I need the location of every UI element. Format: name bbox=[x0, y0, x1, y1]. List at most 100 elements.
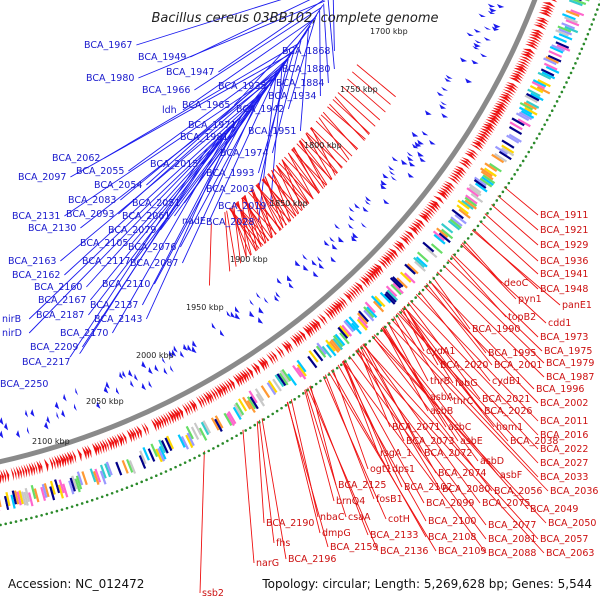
gc-skew-dot bbox=[65, 506, 69, 510]
gene-reverse bbox=[421, 210, 433, 220]
gene-forward bbox=[365, 196, 372, 202]
gc-skew-dot bbox=[145, 478, 148, 482]
gc-skew-dot bbox=[569, 71, 573, 75]
gene-label: deoC bbox=[504, 278, 529, 289]
gc-skew-dot bbox=[135, 482, 139, 486]
gene-reverse bbox=[177, 406, 184, 419]
gene-reverse bbox=[51, 456, 56, 470]
feature-stripe bbox=[281, 368, 292, 382]
gene-reverse bbox=[470, 143, 482, 152]
gc-skew-dot bbox=[538, 132, 541, 136]
gene-reverse bbox=[531, 29, 545, 35]
gene-label: thrC bbox=[453, 396, 474, 407]
feature-stripe bbox=[237, 398, 248, 412]
scale-tick-label: 2000 kbp bbox=[136, 351, 174, 360]
gene-forward bbox=[141, 382, 147, 391]
gene-reverse bbox=[283, 341, 292, 353]
leader-line bbox=[287, 17, 316, 110]
gene-label: BCA_1880 bbox=[282, 64, 330, 75]
gene-reverse bbox=[186, 401, 194, 414]
gene-reverse bbox=[503, 86, 517, 94]
gene-label: BCA_1981 bbox=[180, 132, 228, 143]
feature-stripe bbox=[415, 256, 428, 268]
gene-forward bbox=[141, 360, 147, 369]
gc-skew-dot bbox=[590, 23, 594, 26]
gene-reverse bbox=[270, 350, 279, 362]
gene-reverse bbox=[202, 392, 210, 405]
feature-stripe bbox=[526, 92, 540, 102]
gene-reverse bbox=[426, 203, 438, 213]
gc-skew-dot bbox=[443, 265, 446, 268]
feature-stripe bbox=[553, 35, 567, 44]
feature-stripe bbox=[461, 199, 474, 210]
gene-forward bbox=[103, 386, 109, 394]
gc-skew-dot bbox=[90, 498, 94, 502]
gene-reverse bbox=[71, 450, 77, 464]
gene-reverse bbox=[348, 287, 359, 298]
gc-skew-dot bbox=[524, 155, 528, 158]
leader-line bbox=[194, 6, 322, 91]
leader-line bbox=[70, 52, 293, 178]
gc-skew-dot bbox=[30, 516, 33, 520]
gene-label: BCA_2099 bbox=[426, 498, 474, 509]
leader-line bbox=[64, 71, 279, 217]
gene-forward bbox=[235, 306, 240, 313]
feature-stripe bbox=[71, 475, 78, 490]
gene-forward bbox=[75, 387, 79, 396]
feature-stripe bbox=[186, 432, 195, 447]
gene-forward bbox=[364, 199, 371, 206]
gc-skew-dot bbox=[159, 472, 163, 475]
gene-reverse bbox=[232, 375, 241, 388]
gene-forward bbox=[230, 311, 236, 319]
gc-skew-dot bbox=[550, 109, 554, 113]
gene-label: BCA_1929 bbox=[540, 240, 588, 251]
gc-skew-dot bbox=[543, 123, 546, 126]
gene-reverse bbox=[535, 19, 549, 25]
feature-stripe bbox=[484, 167, 497, 178]
feature-stripe bbox=[215, 411, 224, 425]
gene-label: BCA_2209 bbox=[30, 342, 78, 353]
feature-stripe bbox=[363, 309, 375, 322]
gene-label: BCA_2163 bbox=[8, 256, 56, 267]
gc-skew-dot bbox=[40, 513, 43, 517]
feature-stripe bbox=[386, 289, 399, 302]
feature-stripe bbox=[49, 486, 56, 501]
gene-reverse bbox=[298, 330, 307, 342]
gc-skew-dot bbox=[555, 100, 559, 103]
leader-line bbox=[190, 0, 311, 58]
feature-stripe bbox=[308, 350, 319, 363]
gene-reverse bbox=[384, 251, 395, 262]
gene-reverse bbox=[28, 462, 33, 477]
gene-label: asbE bbox=[460, 436, 483, 447]
gc-skew-dot bbox=[179, 463, 182, 467]
gene-label: BCA_2016 bbox=[540, 430, 588, 441]
gc-skew-dot bbox=[235, 434, 238, 438]
gene-forward bbox=[148, 366, 153, 375]
gc-skew-dot bbox=[115, 490, 119, 493]
gene-reverse bbox=[364, 272, 374, 283]
gene-label: nirB bbox=[2, 314, 21, 325]
gc-skew-dot bbox=[239, 431, 243, 435]
feature-stripe bbox=[103, 468, 111, 483]
gene-reverse bbox=[338, 296, 349, 307]
gene-label: BCA_2011 bbox=[540, 416, 588, 427]
genome-ring bbox=[0, 0, 600, 527]
gene-reverse bbox=[221, 382, 229, 395]
feature-stripe bbox=[338, 325, 350, 338]
feature-stripe bbox=[414, 260, 426, 272]
gene-reverse bbox=[191, 399, 198, 412]
feature-stripe bbox=[193, 422, 203, 436]
gene-label: BCA_1971 bbox=[188, 120, 236, 131]
gene-forward bbox=[63, 393, 67, 402]
gene-forward bbox=[390, 175, 397, 181]
gene-reverse bbox=[461, 157, 473, 165]
gc-skew-dot bbox=[221, 442, 225, 445]
gc-skew-dot bbox=[594, 13, 597, 16]
gc-skew-dot bbox=[306, 388, 309, 392]
gene-reverse bbox=[318, 313, 328, 325]
gene-label: BCA_2021 bbox=[482, 394, 530, 405]
gc-skew-dot bbox=[403, 307, 406, 311]
gene-reverse bbox=[360, 276, 371, 287]
feature-stripe bbox=[296, 367, 307, 380]
feature-stripe bbox=[328, 340, 340, 354]
